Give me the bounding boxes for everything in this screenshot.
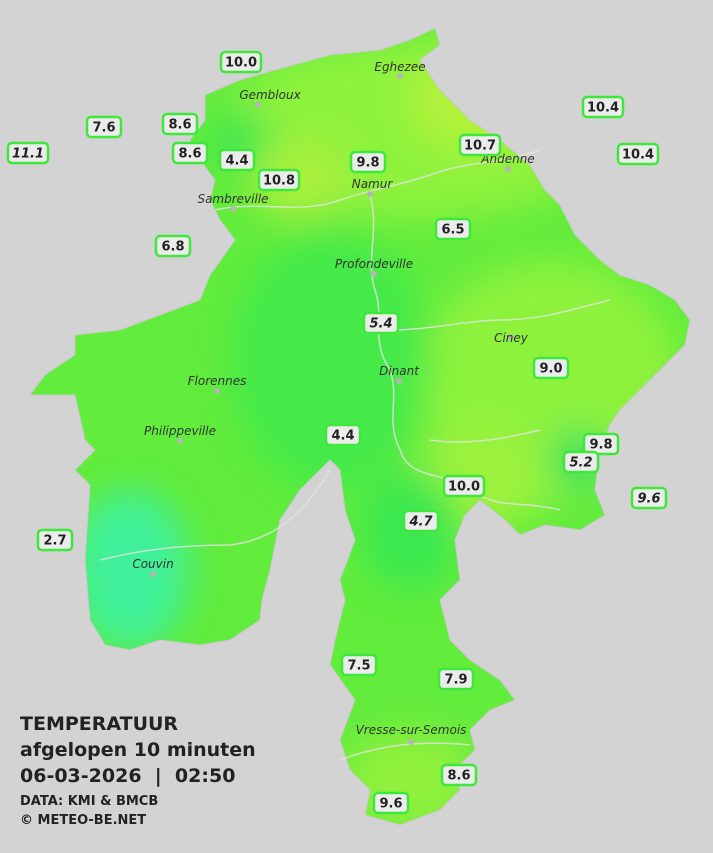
station-value: 10.4: [622, 148, 654, 163]
station-value: 8.6: [178, 147, 201, 162]
city-dot: [150, 571, 156, 577]
city-label: Florennes: [188, 374, 247, 388]
city-dot: [177, 438, 183, 444]
stations: 10.0 7.6 8.6 8.6 4.4 10.8 9.8 10.7 10.4 10.4 11.1 6…: [6, 50, 668, 815]
station-box: [161, 112, 199, 136]
station-value: 5.4: [369, 317, 392, 332]
station-value: 9.6: [637, 492, 660, 507]
station-box: [6, 141, 50, 165]
city-label: Profondeville: [335, 257, 413, 271]
station-value: 8.6: [168, 118, 191, 133]
station-value: 11.1: [12, 147, 44, 162]
cities: EghezeeGemblouxAndenneSambrevilleNamurPr…: [132, 60, 535, 745]
city-dot: [230, 206, 236, 212]
station-box: [349, 150, 387, 174]
caption-subtitle: afgelopen 10 minuten: [20, 739, 256, 761]
station-box: [562, 450, 600, 474]
station-box: [171, 141, 209, 165]
caption-title: TEMPERATUUR: [20, 713, 178, 735]
station-value: 7.6: [92, 121, 115, 136]
station-value: 7.5: [347, 659, 370, 674]
station-value: 8.6: [447, 769, 470, 784]
city-label: Philippeville: [144, 424, 216, 438]
station-box: [324, 423, 362, 447]
station-value: 9.8: [589, 438, 612, 453]
station-value: 7.9: [444, 673, 467, 688]
city-dot: [408, 739, 414, 745]
station-value: 10.7: [464, 139, 496, 154]
caption: TEMPERATUUR afgelopen 10 minuten 06-03-2…: [20, 713, 256, 828]
station-box: [218, 148, 256, 172]
station-value: 10.0: [448, 480, 480, 495]
station-value: 4.4: [225, 154, 248, 169]
caption-datetime: 06-03-2026 | 02:50: [20, 765, 235, 787]
city-label: Namur: [352, 177, 394, 191]
station-box: [372, 791, 410, 815]
station-box: [402, 509, 440, 533]
station-value: 10.8: [263, 174, 295, 189]
station-box: [440, 763, 478, 787]
station-box: [616, 142, 660, 166]
city-dot: [396, 378, 402, 384]
station-box: [219, 50, 263, 74]
station-value: 5.2: [569, 456, 592, 471]
city-dot: [508, 334, 514, 340]
city-dot: [367, 191, 373, 197]
caption-credit: © METEO-BE.NET: [20, 813, 146, 828]
station-value: 10.0: [225, 56, 257, 71]
station-box: [340, 653, 378, 677]
station-box: [36, 528, 74, 552]
station-value: 9.6: [379, 797, 402, 812]
station-box: [437, 667, 475, 691]
city-label: Vresse-sur-Semois: [356, 723, 467, 737]
city-dot: [214, 388, 220, 394]
station-box: [458, 133, 502, 157]
station-value: 4.4: [331, 429, 354, 444]
city-dot: [255, 102, 261, 108]
station-value: 6.8: [161, 240, 184, 255]
city-dot: [397, 73, 403, 79]
station-value: 9.0: [539, 362, 562, 377]
station-box: [434, 217, 472, 241]
station-box: [581, 95, 625, 119]
city-label: Ciney: [494, 331, 529, 345]
city-label: Eghezee: [374, 60, 425, 74]
city-label: Gembloux: [239, 88, 301, 102]
city-dot: [371, 271, 377, 277]
station-value: 9.8: [356, 156, 379, 171]
city-label: Dinant: [379, 364, 420, 378]
city-dot: [505, 166, 511, 172]
station-box: [257, 168, 301, 192]
station-box: [442, 474, 486, 498]
station-value: 2.7: [43, 534, 66, 549]
station-value: 10.4: [587, 101, 619, 116]
station-box: [362, 311, 400, 335]
station-box: [532, 356, 570, 380]
station-box: [85, 115, 123, 139]
station-value: 6.5: [441, 223, 464, 238]
station-box: [630, 486, 668, 510]
city-label: Sambreville: [197, 192, 268, 206]
city-label: Couvin: [132, 557, 173, 571]
station-value: 4.7: [408, 515, 433, 530]
station-box: [154, 234, 192, 258]
caption-source: DATA: KMI & BMCB: [20, 794, 158, 809]
station-box: [582, 432, 620, 456]
